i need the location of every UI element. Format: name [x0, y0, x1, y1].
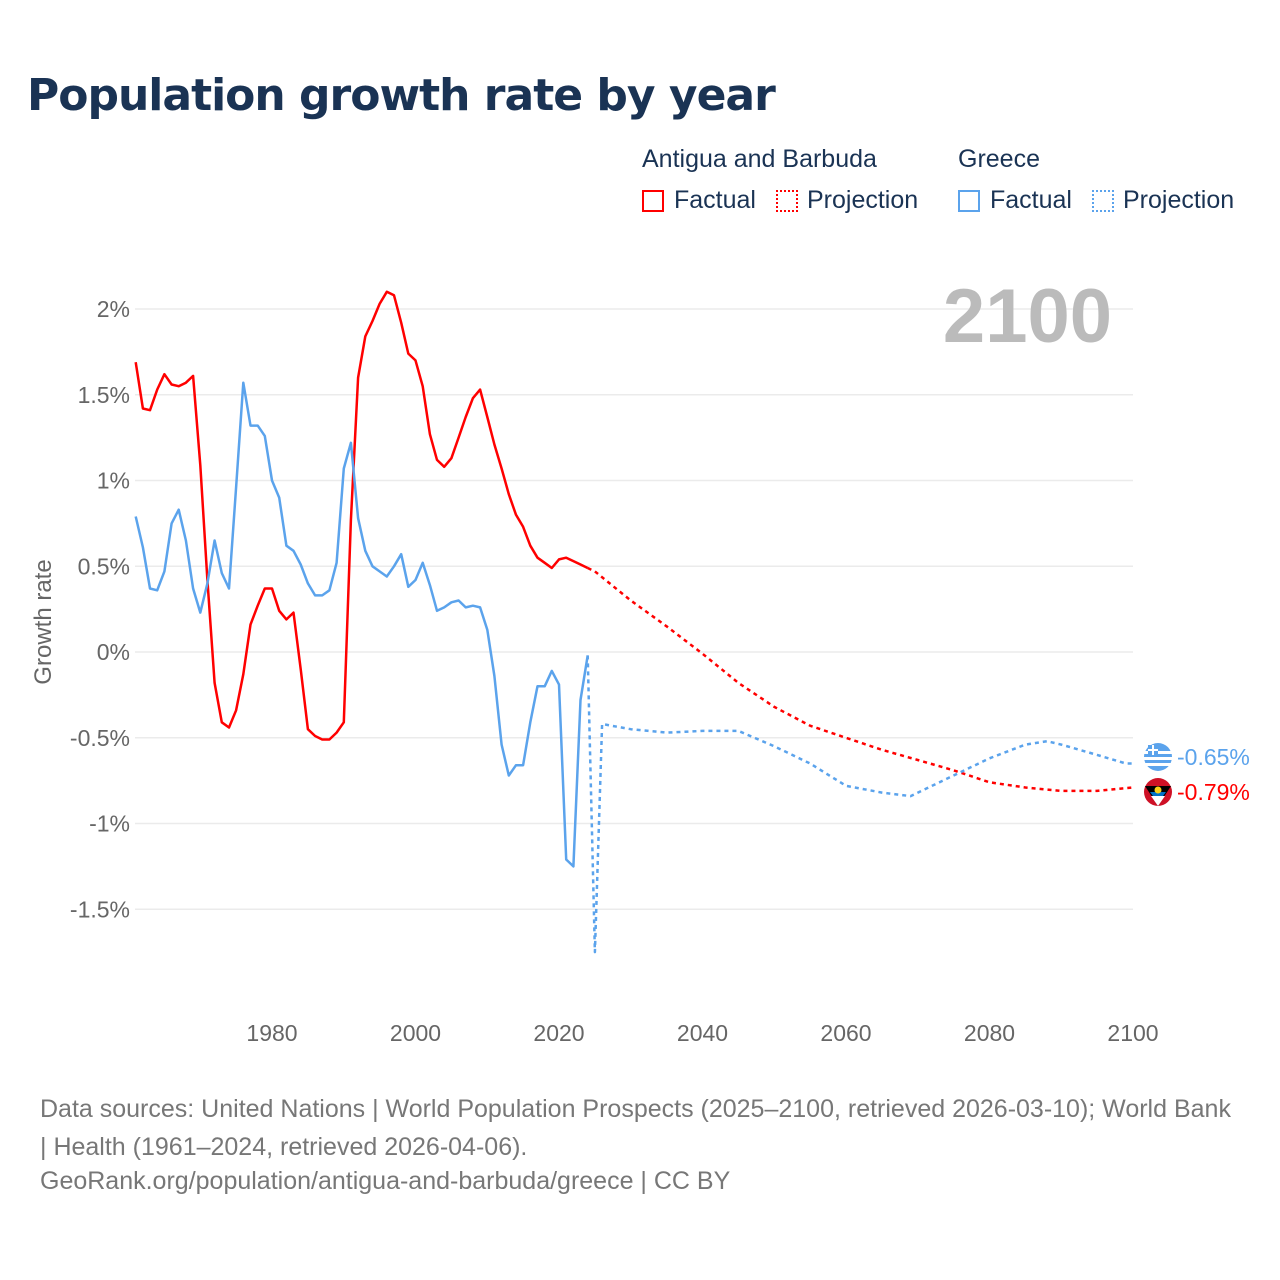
legend-country-antigua: Antigua and Barbuda: [642, 145, 877, 173]
y-tick-label: 1%: [97, 468, 130, 494]
y-tick-label: 0.5%: [78, 553, 130, 579]
y-axis-label: Growth rate: [30, 559, 57, 684]
y-tick-label: -1.5%: [70, 896, 130, 922]
end-label-antigua: -0.79%: [1177, 779, 1250, 805]
chart-title: Population growth rate by year: [27, 70, 776, 121]
legend-swatch-antigua-factual: [642, 190, 664, 212]
end-label-greece: -0.65%: [1177, 744, 1250, 770]
x-tick-label: 2080: [964, 1020, 1015, 1046]
legend-swatch-greece-projection: [1092, 190, 1114, 212]
legend-antigua-projection[interactable]: Projection: [807, 186, 919, 214]
series-line-antigua-and-barbuda-projection: [587, 566, 1134, 793]
x-tick-label: 2040: [677, 1020, 728, 1046]
antigua-flag-icon: [1144, 778, 1172, 806]
plot-area: 2% 1.5% 1% 0.5% 0% -0.5% -1% -1.5% 1980 2000 2020 2…: [30, 274, 1250, 1046]
series-line-greece-projection: [586, 655, 1133, 954]
y-tick-label: 1.5%: [78, 382, 130, 408]
data-sources-note: Data sources: United Nations | World Pop…: [40, 1095, 1231, 1161]
legend-greece-projection[interactable]: Projection: [1123, 186, 1235, 214]
series-line-antigua-and-barbuda-factual: [134, 290, 589, 741]
legend-antigua-factual[interactable]: Factual: [674, 186, 756, 214]
y-tick-label: -1%: [89, 811, 130, 837]
y-tick-label: -0.5%: [70, 725, 130, 751]
source-link[interactable]: GeoRank.org/population/antigua-and-barbu…: [40, 1167, 731, 1195]
series-line-greece-factual: [134, 381, 589, 868]
legend-country-greece: Greece: [958, 145, 1040, 173]
year-label: 2100: [943, 274, 1112, 359]
greece-flag-icon: [1144, 743, 1172, 771]
x-tick-label: 2020: [533, 1020, 584, 1046]
y-tick-label: 2%: [97, 296, 130, 322]
x-tick-label: 2000: [390, 1020, 441, 1046]
legend-swatch-greece-factual: [958, 190, 980, 212]
x-tick-label: 2100: [1107, 1020, 1158, 1046]
legend-swatch-antigua-projection: [776, 190, 798, 212]
y-tick-label: 0%: [97, 639, 130, 665]
x-tick-label: 2060: [820, 1020, 871, 1046]
x-tick-label: 1980: [246, 1020, 297, 1046]
legend-greece-factual[interactable]: Factual: [990, 186, 1072, 214]
